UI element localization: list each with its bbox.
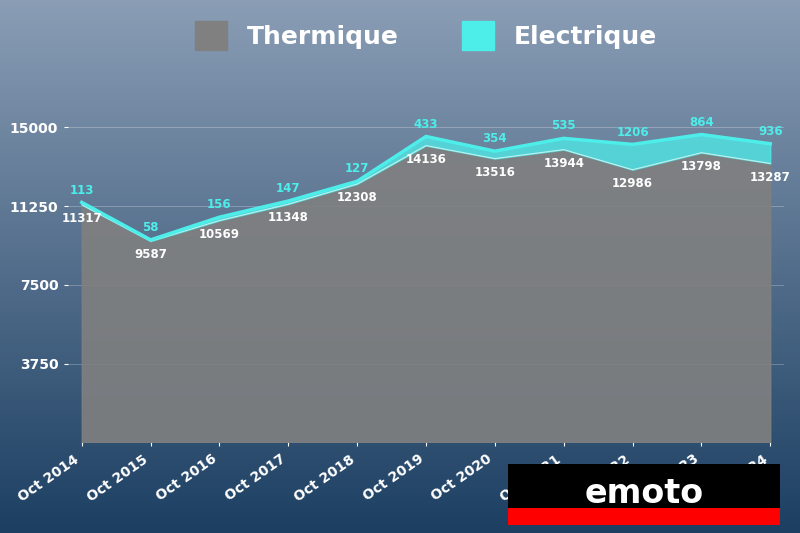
Text: 147: 147: [276, 182, 301, 195]
Text: 13516: 13516: [474, 166, 515, 179]
Text: 127: 127: [345, 163, 370, 175]
Text: 433: 433: [414, 118, 438, 131]
Text: 13287: 13287: [750, 171, 790, 184]
Text: 11348: 11348: [268, 212, 309, 224]
Legend: Thermique, Electrique: Thermique, Electrique: [185, 11, 667, 60]
Text: 1206: 1206: [616, 126, 649, 139]
Text: 936: 936: [758, 125, 782, 138]
Text: 156: 156: [207, 198, 232, 211]
Text: 13944: 13944: [543, 157, 584, 170]
Text: 11317: 11317: [62, 212, 102, 225]
Text: 14136: 14136: [406, 153, 446, 166]
Text: 113: 113: [70, 183, 94, 197]
Text: emoto: emoto: [585, 477, 703, 510]
Text: 12986: 12986: [612, 177, 653, 190]
Text: 12308: 12308: [337, 191, 378, 204]
Text: 9587: 9587: [134, 248, 167, 262]
Text: 864: 864: [689, 116, 714, 128]
Text: 58: 58: [142, 221, 159, 234]
Text: 535: 535: [551, 119, 576, 133]
Text: 10569: 10569: [199, 228, 240, 241]
Text: 354: 354: [482, 132, 507, 146]
Bar: [508, 508, 780, 525]
Text: 13798: 13798: [681, 160, 722, 173]
